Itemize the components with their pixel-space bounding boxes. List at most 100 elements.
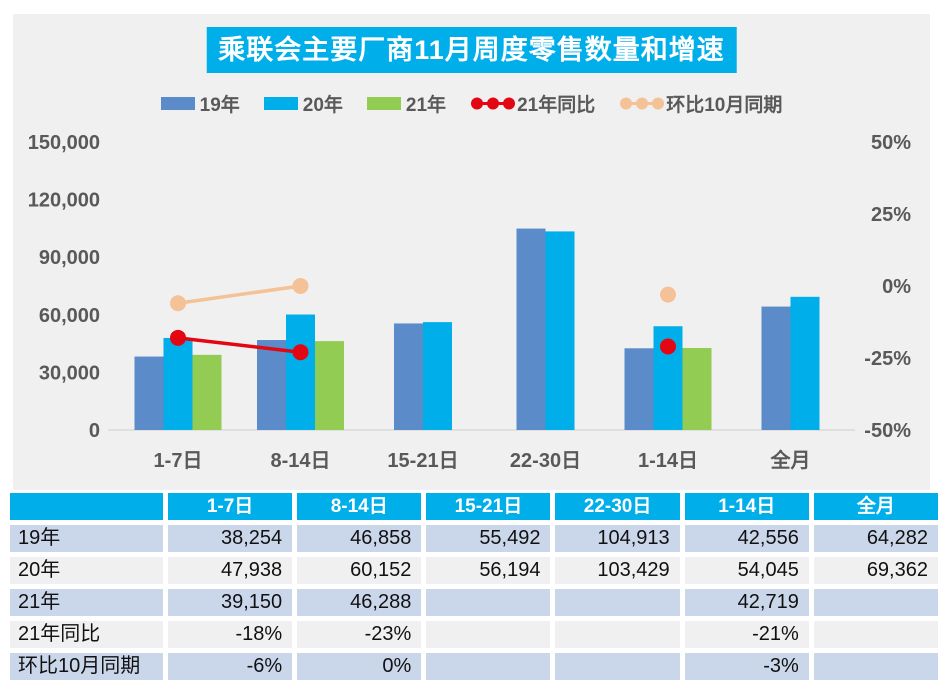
bar-2-4 [682, 347, 712, 430]
legend-item-1: 20年 [263, 90, 343, 117]
table-cell-4-4: -3% [684, 653, 809, 680]
table-cell-4-5 [813, 653, 938, 680]
table-cell-1-3: 103,429 [555, 557, 680, 584]
y-axis-right-tick: -25% [864, 348, 911, 370]
table-cell-0-1: 46,858 [297, 525, 422, 552]
table-cell-4-2 [426, 653, 551, 680]
x-axis-label: 22-30日 [510, 450, 581, 472]
x-axis-label: 全月 [770, 448, 811, 472]
line-segment-1 [177, 284, 301, 306]
table-row-label: 环比10月同期 [10, 653, 163, 680]
table-row-label: 20年 [10, 557, 163, 584]
x-axis-label: 1-7日 [154, 450, 203, 472]
table-cell-4-1: 0% [297, 653, 422, 680]
y-axis-right-tick: 25% [871, 204, 911, 226]
line-segment-0 [177, 336, 301, 354]
bar-1-3 [545, 231, 575, 430]
table-cell-3-0: -18% [168, 621, 293, 648]
x-axis-label: 8-14日 [270, 450, 330, 472]
y-axis-left-tick: 60,000 [39, 305, 100, 327]
x-axis-label: 1-14日 [638, 450, 698, 472]
table-header-cell-4: 22-30日 [555, 493, 680, 520]
table-cell-1-2: 56,194 [426, 557, 551, 584]
table-cell-2-1: 46,288 [297, 589, 422, 616]
table-cell-3-2 [426, 621, 551, 648]
chart-panel: 150,000 120,000 90,000 60,000 30,000 0 50% 25% 0… [13, 14, 930, 490]
table-row-label: 21年 [10, 589, 163, 616]
table-cell-2-3 [555, 589, 680, 616]
line-point-1-4 [660, 286, 676, 303]
y-axis-right-tick: -50% [864, 420, 911, 442]
chart-legend: 19年 20年 21年 21年同比 环比10月同期 [13, 90, 930, 117]
y-axis-left-tick: 30,000 [39, 362, 100, 384]
table-cell-1-1: 60,152 [297, 557, 422, 584]
table-row-label: 21年同比 [10, 621, 163, 648]
bar-1-2 [423, 322, 452, 430]
bar-0-0 [134, 356, 164, 430]
x-axis-label: 15-21日 [387, 450, 458, 472]
table-cell-2-5 [813, 589, 938, 616]
table-cell-0-2: 55,492 [426, 525, 551, 552]
line-point-0-1 [292, 344, 309, 361]
table-cell-2-4: 42,719 [684, 589, 809, 616]
legend-item-4: 环比10月同期 [619, 90, 782, 117]
legend-label: 20年 [302, 95, 343, 116]
table-cell-1-0: 47,938 [168, 557, 293, 584]
table-row-label: 19年 [10, 525, 163, 552]
legend-swatch-icon [263, 97, 298, 110]
table-cell-3-3 [555, 621, 680, 648]
y-axis-left-tick: 90,000 [39, 247, 100, 269]
chart-title: 乘联会主要厂商11月周度零售数量和增速 [206, 27, 737, 73]
line-point-0-4 [660, 338, 676, 355]
table-header-cell-5: 1-14日 [684, 493, 809, 520]
table-cell-0-0: 38,254 [168, 525, 293, 552]
line-point-1-0 [170, 295, 186, 312]
table-cell-0-5: 64,282 [813, 525, 938, 552]
table-cell-0-3: 104,913 [555, 525, 680, 552]
legend-label: 21年 [405, 95, 447, 116]
table-cell-1-4: 54,045 [684, 557, 809, 584]
bar-0-5 [761, 306, 791, 430]
bar-1-1 [286, 314, 315, 430]
table-cell-2-0: 39,150 [168, 589, 293, 616]
table-cell-4-3 [555, 653, 680, 680]
legend-swatch-icon [366, 97, 401, 110]
y-axis-right-tick: 50% [871, 132, 911, 154]
chart-plot: 150,000 120,000 90,000 60,000 30,000 0 50% 25% 0… [28, 132, 912, 472]
table-header-cell-3: 15-21日 [426, 493, 551, 520]
table-cell-3-4: -21% [684, 621, 809, 648]
legend-swatch-icon [160, 97, 195, 110]
bar-1-0 [163, 337, 193, 430]
bar-0-4 [624, 348, 654, 430]
y-axis-left-tick: 120,000 [28, 190, 100, 212]
table-cell-1-5: 69,362 [813, 557, 938, 584]
legend-label: 21年同比 [517, 95, 596, 116]
table-cell-4-0: -6% [168, 653, 293, 680]
table-cell-2-2 [426, 589, 551, 616]
legend-line-marker-icon [620, 97, 665, 110]
bar-0-2 [394, 323, 423, 430]
y-axis-left-tick: 0 [89, 420, 100, 442]
bar-0-1 [257, 340, 286, 430]
table-header-cell-6: 全月 [813, 493, 938, 520]
legend-label: 19年 [199, 95, 240, 116]
bar-2-0 [192, 354, 222, 430]
table-cell-0-4: 42,556 [684, 525, 809, 552]
legend-item-0: 19年 [160, 90, 240, 117]
legend-item-3: 21年同比 [470, 90, 595, 117]
table-cell-3-1: -23% [297, 621, 422, 648]
bar-2-1 [315, 341, 344, 430]
data-table: 1-7日 8-14日 15-21日 22-30日 1-14日 全月 19年 38,254 46,… [10, 493, 938, 680]
bar-1-5 [790, 296, 820, 430]
line-point-1-1 [292, 278, 309, 294]
legend-item-2: 21年 [366, 90, 447, 117]
table-cell-3-5 [813, 621, 938, 648]
line-point-0-0 [170, 329, 186, 346]
legend-line-marker-icon [471, 97, 516, 110]
bar-0-3 [516, 228, 546, 430]
y-axis-right-tick: 0% [882, 276, 911, 298]
legend-label: 环比10月同期 [666, 95, 783, 116]
table-header-cell-2: 8-14日 [297, 493, 422, 520]
table-header-cell-0 [10, 493, 163, 520]
